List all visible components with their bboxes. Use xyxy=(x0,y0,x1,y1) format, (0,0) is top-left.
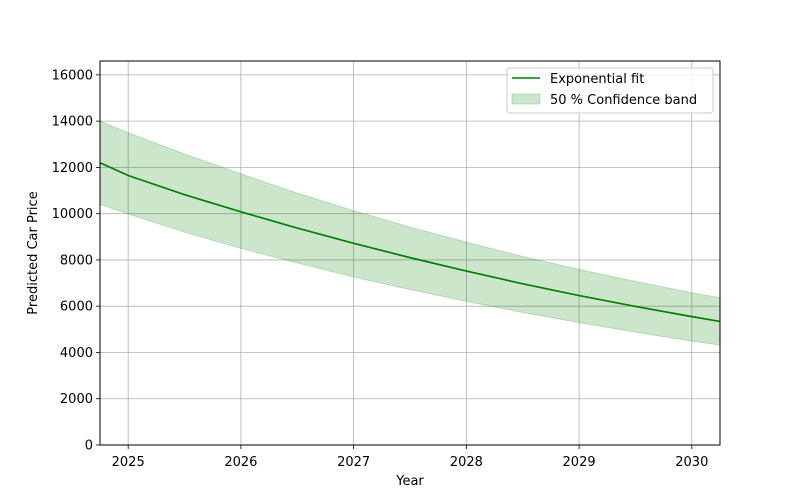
y-tick-label: 10000 xyxy=(52,207,93,222)
y-tick-label: 8000 xyxy=(60,253,93,268)
y-tick-label: 16000 xyxy=(52,68,93,83)
legend-label-band: 50 % Confidence band xyxy=(550,93,697,108)
legend-box xyxy=(506,67,714,114)
plot-frame xyxy=(99,60,721,446)
y-tick-label: 0 xyxy=(85,439,93,454)
y-ticks: 0 2000 4000 6000 8000 10000 12000 14000 16000 xyxy=(52,68,100,454)
y-tick-label: 12000 xyxy=(52,161,93,176)
x-tick-label: 2029 xyxy=(563,455,596,470)
y-tick-label: 14000 xyxy=(52,115,93,130)
y-tick-label: 2000 xyxy=(60,392,93,407)
grid xyxy=(100,61,720,446)
exponential-fit-line xyxy=(99,162,721,323)
x-ticks: 2025 2026 2027 2028 2029 2030 xyxy=(112,445,708,470)
y-tick-label: 6000 xyxy=(60,300,93,315)
y-tick-label: 4000 xyxy=(60,346,93,361)
legend-swatch-band xyxy=(511,93,541,105)
x-tick-label: 2027 xyxy=(337,455,370,470)
legend: Exponential fit 50 % Confidence band xyxy=(506,67,714,114)
x-tick-label: 2025 xyxy=(112,455,145,470)
legend-label-fit: Exponential fit xyxy=(550,72,644,87)
x-axis-title: Year xyxy=(395,474,424,489)
x-tick-label: 2030 xyxy=(675,455,708,470)
x-tick-label: 2028 xyxy=(450,455,483,470)
x-tick-label: 2026 xyxy=(224,455,257,470)
y-axis-title: Predicted Car Price xyxy=(26,191,41,314)
fit-line-layer xyxy=(99,162,721,323)
